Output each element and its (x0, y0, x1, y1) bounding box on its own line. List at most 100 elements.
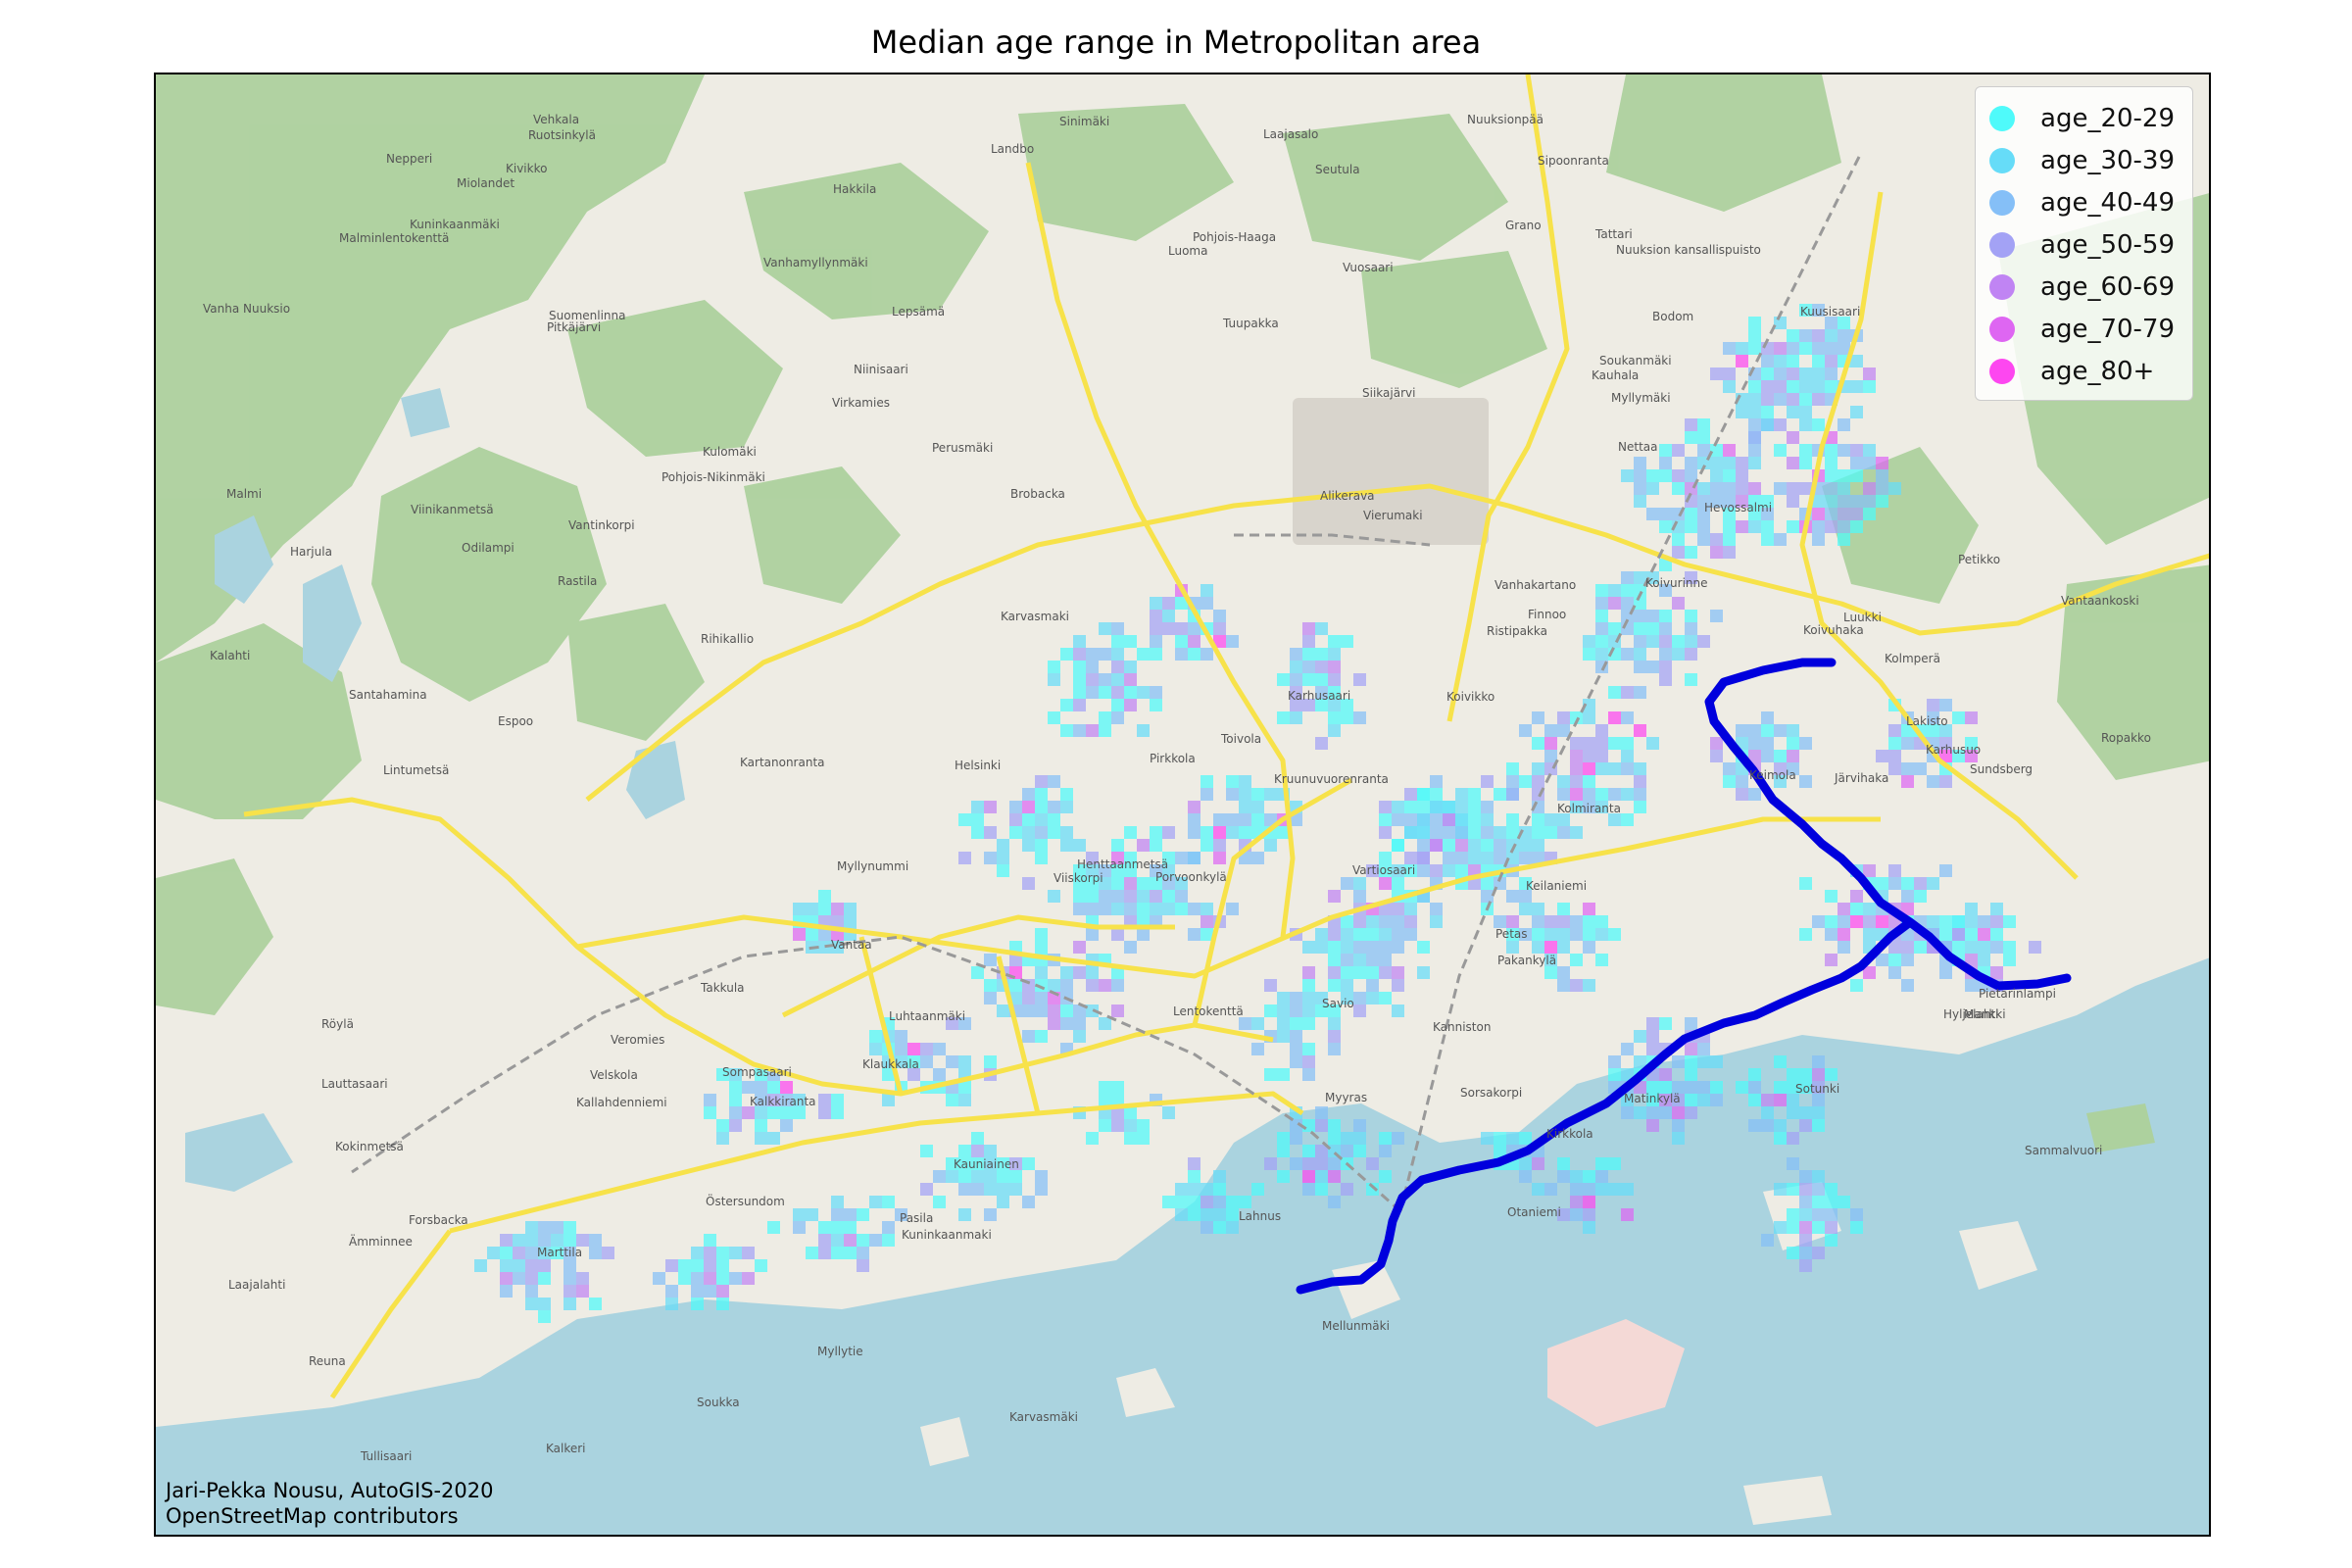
grid-cell (1736, 520, 1748, 533)
grid-cell (1035, 839, 1048, 852)
grid-cell (1506, 788, 1519, 801)
grid-cell (1685, 622, 1697, 635)
grid-cell (1277, 673, 1290, 686)
grid-cell (1952, 928, 1965, 941)
grid-cell (1417, 941, 1430, 954)
grid-cell (1404, 813, 1417, 826)
legend-item: age_30-39 (1989, 139, 2175, 181)
grid-cell (1162, 864, 1175, 877)
grid-cell (1443, 826, 1455, 839)
grid-cell (564, 1298, 576, 1310)
place-label: Hyljelahti (1943, 1007, 1999, 1021)
grid-cell (589, 1247, 602, 1259)
grid-cell (1748, 342, 1761, 355)
grid-cell (1481, 813, 1494, 826)
grid-cell (525, 1298, 538, 1310)
grid-cell (1646, 1043, 1659, 1055)
grid-cell (806, 903, 818, 915)
grid-cell (1787, 750, 1799, 762)
grid-cell (1111, 622, 1124, 635)
grid-cell (1519, 724, 1532, 737)
grid-cell (1825, 342, 1838, 355)
grid-cell (1455, 826, 1468, 839)
grid-cell (767, 1106, 780, 1119)
grid-cell (1519, 775, 1532, 788)
place-label: Järvihaka (1834, 771, 1888, 785)
grid-cell (1774, 482, 1787, 495)
grid-cell (1812, 355, 1825, 368)
map-frame[interactable]: Klaukkala Järvihaka Lepsämä Kalkeri Lintumet… (154, 73, 2211, 1537)
grid-cell (767, 1221, 780, 1234)
grid-cell (1939, 724, 1952, 737)
grid-cell (1200, 775, 1213, 788)
grid-cell (1761, 380, 1774, 393)
grid-cell (1685, 508, 1697, 520)
grid-cell (1710, 1081, 1723, 1094)
grid-cell (1494, 1132, 1506, 1145)
legend-item: age_50-59 (1989, 223, 2175, 266)
grid-cell (1583, 1208, 1595, 1221)
legend-marker-icon (1989, 358, 2016, 384)
grid-cell (1812, 393, 1825, 406)
grid-cell (1302, 1145, 1315, 1157)
grid-cell (1557, 826, 1570, 839)
grid-cell (1277, 1170, 1290, 1183)
grid-cell (984, 1145, 997, 1157)
grid-cell (767, 1132, 780, 1145)
grid-cell (755, 1068, 767, 1081)
grid-cell (1124, 826, 1137, 839)
grid-cell (1328, 1157, 1341, 1170)
grid-cell (1532, 711, 1544, 724)
grid-cell (1124, 903, 1137, 915)
grid-cell (1392, 903, 1404, 915)
place-label: Pohjois-Nikinmäki (662, 470, 765, 484)
grid-cell (958, 1170, 971, 1183)
grid-cell (1175, 890, 1188, 903)
grid-cell (1634, 469, 1646, 482)
grid-cell (1251, 1043, 1264, 1055)
grid-cell (831, 903, 844, 915)
grid-cell (1315, 686, 1328, 699)
grid-cell (1188, 1170, 1200, 1183)
grid-cell (1200, 826, 1213, 839)
grid-cell (1404, 852, 1417, 864)
grid-cell (1455, 852, 1468, 864)
grid-cell (997, 1170, 1009, 1183)
grid-cell (1685, 635, 1697, 648)
place-label: Kanniston (1433, 1020, 1491, 1034)
grid-cell (1634, 597, 1646, 610)
grid-cell (1723, 380, 1736, 393)
grid-cell (1073, 966, 1086, 979)
grid-cell (946, 1017, 958, 1030)
grid-cell (1328, 1030, 1341, 1043)
grid-cell (1544, 737, 1557, 750)
grid-cell (1799, 1119, 1812, 1132)
grid-cell (1111, 890, 1124, 903)
grid-cell (1124, 877, 1137, 890)
grid-cell (1188, 801, 1200, 813)
grid-cell (1774, 380, 1787, 393)
grid-cell (1366, 992, 1379, 1004)
grid-cell (1035, 992, 1048, 1004)
grid-cell (907, 1043, 920, 1055)
place-label: Toivola (1220, 732, 1261, 746)
place-label: Petikko (1958, 553, 2000, 566)
grid-cell (1315, 992, 1328, 1004)
grid-cell (1685, 1081, 1697, 1094)
credits: Jari-Pekka Nousu, AutoGIS-2020 OpenStree… (166, 1478, 493, 1529)
grid-cell (997, 1157, 1009, 1170)
grid-cell (1353, 915, 1366, 928)
grid-cell (1430, 864, 1443, 877)
place-labels: Klaukkala Järvihaka Lepsämä Kalkeri Lintumet… (203, 113, 2151, 1463)
grid-cell (1430, 813, 1443, 826)
grid-cell (1608, 813, 1621, 826)
grid-cell (1787, 380, 1799, 393)
grid-cell (1774, 1094, 1787, 1106)
grid-cell (1570, 737, 1583, 750)
basemap[interactable]: Klaukkala Järvihaka Lepsämä Kalkeri Lintumet… (156, 74, 2211, 1537)
grid-cell (1111, 839, 1124, 852)
grid-cell (1621, 750, 1634, 762)
grid-cell (1506, 826, 1519, 839)
grid-cell (1634, 775, 1646, 788)
place-label: Soukka (697, 1396, 740, 1409)
